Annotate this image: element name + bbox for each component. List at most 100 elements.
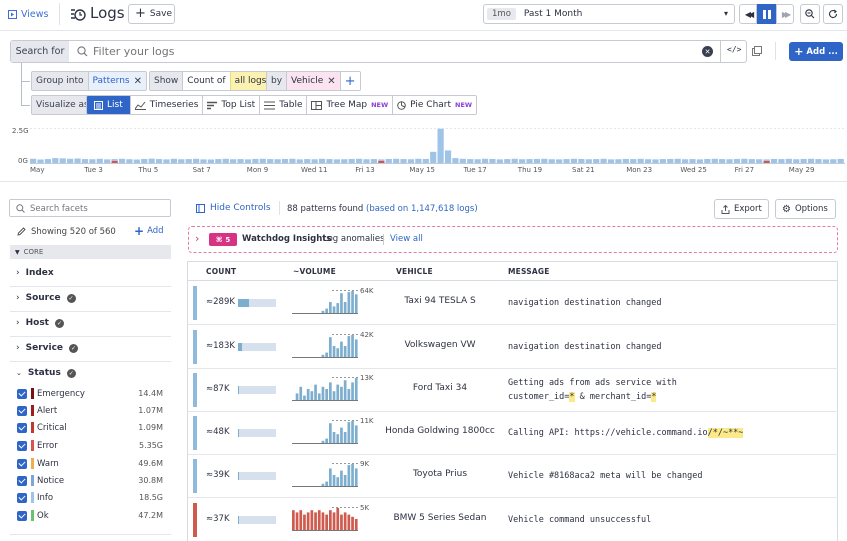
group-value[interactable]: Patterns ✕ <box>87 72 146 90</box>
export-button[interactable]: Export <box>714 199 769 219</box>
histogram-bar[interactable] <box>252 158 259 163</box>
histogram-bar[interactable] <box>385 158 392 163</box>
histogram-bar[interactable] <box>118 158 126 163</box>
histogram-bar[interactable] <box>415 158 422 163</box>
histogram-bar[interactable] <box>726 159 733 163</box>
table-row[interactable] <box>188 411 838 455</box>
histogram-bar[interactable] <box>281 158 289 163</box>
hide-controls-button[interactable]: Hide Controls <box>196 203 271 213</box>
histogram-bar[interactable] <box>711 158 718 163</box>
volume-sparkline[interactable] <box>292 416 370 444</box>
checkbox[interactable] <box>17 389 27 399</box>
volume-sparkline[interactable] <box>292 459 370 487</box>
checkbox[interactable] <box>17 493 27 503</box>
histogram-bar[interactable] <box>785 158 792 163</box>
table-row[interactable] <box>188 281 838 325</box>
histogram-bar[interactable] <box>593 159 600 163</box>
volume-sparkline[interactable] <box>292 330 370 358</box>
histogram-bar[interactable] <box>659 159 666 163</box>
table-row[interactable] <box>188 454 838 498</box>
histogram-bar[interactable] <box>400 159 407 163</box>
save-button[interactable]: + Save <box>128 4 175 24</box>
based-on-logs[interactable]: (based on 1,147,618 logs) <box>366 204 478 214</box>
histogram-bar[interactable] <box>622 158 629 163</box>
time-forward-button[interactable]: ▶▶ <box>776 4 794 24</box>
facet-section-core[interactable]: ▼ CORE <box>10 245 171 259</box>
volume-sparkline[interactable] <box>292 373 370 401</box>
histogram-bar[interactable] <box>52 158 59 163</box>
add-facet-button[interactable]: + Add <box>134 225 164 237</box>
watchdog-insights-banner[interactable]: › ⌘ 5 Watchdog Insights Log anomalies Vi… <box>188 226 838 253</box>
histogram-bar[interactable] <box>452 158 459 163</box>
histogram-bar[interactable] <box>815 159 822 163</box>
add-by-button[interactable]: + <box>339 72 360 90</box>
histogram-bar[interactable] <box>363 159 370 163</box>
histogram-bar[interactable] <box>800 158 807 163</box>
table-row[interactable] <box>188 368 838 412</box>
time-rewind-button[interactable]: ◀◀ <box>739 4 757 24</box>
histogram-bar[interactable] <box>674 158 681 163</box>
time-range-select[interactable]: 1mo Past 1 Month ▾ <box>483 4 735 24</box>
histogram-bar[interactable] <box>511 158 518 163</box>
count-value[interactable]: all logs <box>229 72 271 90</box>
histogram-bar[interactable] <box>222 158 229 163</box>
histogram-bar[interactable] <box>533 158 541 163</box>
histogram-bar[interactable] <box>630 159 637 163</box>
histogram-bar[interactable] <box>481 158 489 163</box>
facet-source[interactable]: › Source ✓ <box>16 293 76 303</box>
close-icon[interactable]: ✕ <box>133 75 142 87</box>
code-icon[interactable]: </> <box>727 45 742 54</box>
histogram-bar[interactable] <box>422 158 429 163</box>
col-vehicle[interactable]: VEHICLE <box>396 267 433 276</box>
histogram-bar[interactable] <box>704 158 711 163</box>
histogram-bar[interactable] <box>467 159 474 163</box>
histogram-bar[interactable] <box>652 159 659 163</box>
pause-button[interactable] <box>757 4 776 24</box>
histogram-bar[interactable] <box>526 159 533 163</box>
histogram-bar[interactable] <box>148 158 155 163</box>
histogram-bar[interactable] <box>607 159 615 163</box>
histogram-bar[interactable] <box>37 159 44 164</box>
search-input[interactable] <box>93 43 693 60</box>
histogram-bar[interactable] <box>178 159 185 163</box>
histogram-bar[interactable] <box>237 159 244 163</box>
histogram-bar[interactable] <box>682 159 689 163</box>
histogram-bar[interactable] <box>200 159 207 163</box>
histogram-bar[interactable] <box>474 159 481 163</box>
checkbox[interactable] <box>17 406 27 416</box>
histogram-bar[interactable] <box>459 158 466 163</box>
facet-status[interactable]: ⌄ Status ✓ <box>16 368 76 378</box>
histogram-bar[interactable] <box>407 159 415 163</box>
histogram-bar[interactable] <box>822 159 829 163</box>
histogram-bar[interactable] <box>644 159 652 163</box>
viz-tab-top-list[interactable]: Top List <box>203 96 261 114</box>
histogram-bar[interactable] <box>370 159 378 163</box>
histogram-bar[interactable] <box>585 159 592 163</box>
histogram-bar[interactable] <box>496 159 503 163</box>
close-icon[interactable]: ✕ <box>327 75 336 87</box>
histogram-bar[interactable] <box>215 159 222 163</box>
histogram-bar[interactable] <box>126 159 133 163</box>
add-query-button[interactable]: + Add ... <box>789 42 843 61</box>
histogram-bar[interactable] <box>830 159 837 163</box>
checkbox[interactable] <box>17 441 27 451</box>
histogram-bar[interactable] <box>733 158 741 163</box>
histogram-bar[interactable] <box>393 158 400 163</box>
volume-histogram[interactable] <box>30 128 845 166</box>
checkbox[interactable] <box>17 511 27 521</box>
histogram-bar[interactable] <box>437 128 444 163</box>
checkbox[interactable] <box>17 459 27 469</box>
col-count[interactable]: COUNT <box>206 267 237 276</box>
histogram-bar[interactable] <box>696 159 704 163</box>
viz-tab-table[interactable]: Table <box>260 96 308 114</box>
options-button[interactable]: ⚙ Options <box>775 199 836 219</box>
views-button[interactable]: Views <box>8 6 49 22</box>
histogram-bar[interactable] <box>59 158 66 163</box>
histogram-bar[interactable] <box>244 159 252 163</box>
histogram-bar[interactable] <box>163 159 170 163</box>
histogram-bar[interactable] <box>578 158 585 163</box>
col-volume[interactable]: ~VOLUME <box>293 267 336 276</box>
copy-icon[interactable] <box>752 46 763 57</box>
histogram-bar[interactable] <box>719 159 726 163</box>
histogram-bar[interactable] <box>133 159 140 164</box>
